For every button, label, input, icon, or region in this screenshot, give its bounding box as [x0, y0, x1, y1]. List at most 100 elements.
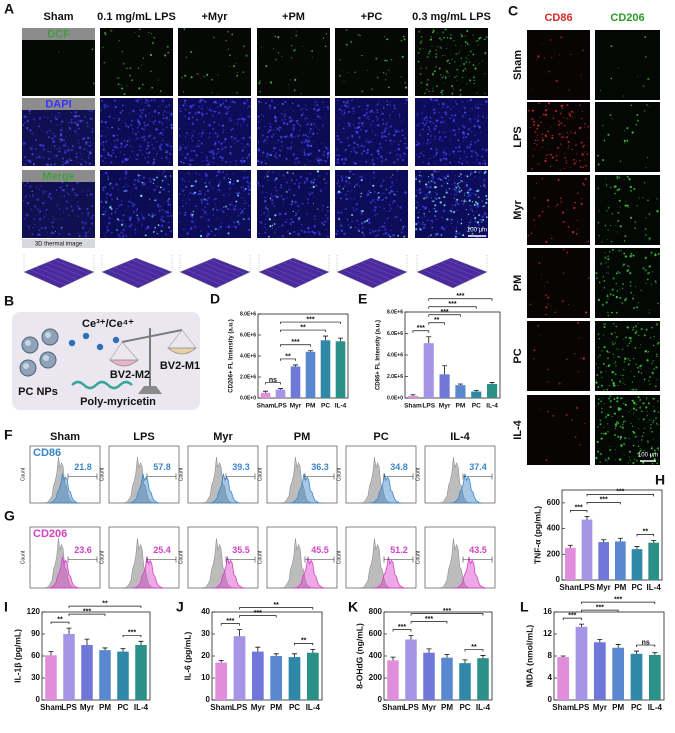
histogram-control	[359, 538, 393, 589]
bar	[320, 340, 331, 398]
micrograph	[415, 98, 488, 166]
cell-signal	[178, 135, 181, 137]
cell-signal	[243, 218, 245, 220]
cell-signal	[128, 112, 131, 114]
cell-signal	[401, 158, 404, 162]
cell-signal	[139, 145, 142, 148]
cell-signal	[449, 37, 451, 40]
cell-signal	[420, 179, 422, 181]
cell-signal	[482, 163, 484, 165]
cell-signal	[602, 159, 604, 161]
cell-signal	[477, 115, 480, 117]
cell-signal	[347, 144, 350, 147]
cell-signal	[214, 228, 217, 231]
cell-signal	[454, 204, 457, 206]
cell-signal	[266, 215, 269, 217]
cell-signal	[626, 326, 629, 329]
significance-label: ***	[226, 618, 234, 625]
cell-signal	[609, 405, 612, 409]
thermal-surface	[101, 257, 173, 289]
cell-signal	[475, 125, 477, 127]
cell-signal	[484, 186, 486, 188]
cell-signal	[119, 178, 121, 180]
cell-signal	[130, 192, 132, 194]
significance-label: ***	[440, 309, 448, 316]
cell-signal	[336, 146, 338, 148]
cell-signal	[121, 160, 124, 163]
cell-signal	[465, 174, 467, 177]
cell-signal	[461, 124, 464, 127]
cell-signal	[364, 102, 366, 104]
cell-signal	[290, 222, 292, 224]
cell-signal	[478, 37, 481, 40]
cell-signal	[425, 185, 429, 189]
cell-signal	[472, 64, 475, 66]
panel-letter: K	[348, 599, 358, 615]
significance-bracket	[68, 613, 106, 617]
cell-signal	[353, 209, 356, 212]
cell-signal	[160, 218, 162, 221]
cell-signal	[208, 123, 212, 127]
error-bar	[473, 390, 479, 392]
cell-signal	[626, 264, 629, 267]
cell-signal	[535, 182, 538, 184]
cell-signal	[607, 266, 609, 268]
cell-signal	[398, 116, 401, 118]
cell-signal	[418, 189, 420, 191]
cell-signal	[242, 118, 246, 121]
significance-bracket	[464, 649, 484, 652]
cell-signal	[441, 76, 444, 79]
y-tick-label: 90	[31, 629, 40, 638]
y-axis-label: Count	[257, 550, 263, 564]
cell-signal	[616, 420, 619, 423]
cell-signal	[614, 342, 617, 344]
cell-signal	[182, 153, 184, 155]
cell-signal	[612, 277, 615, 280]
cell-signal	[315, 113, 317, 115]
cell-signal	[375, 116, 378, 118]
cell-signal	[106, 225, 109, 228]
cell-signal	[317, 208, 319, 210]
cell-signal	[79, 119, 83, 123]
cell-signal	[446, 60, 449, 63]
cell-signal	[385, 73, 387, 75]
cell-signal	[319, 116, 321, 119]
cell-signal	[419, 73, 422, 76]
cell-signal	[54, 231, 56, 232]
cell-signal	[627, 462, 630, 464]
cell-signal	[220, 142, 223, 146]
cell-signal	[215, 207, 217, 209]
cell-signal	[587, 125, 590, 128]
cell-signal	[470, 130, 473, 133]
cell-signal	[442, 31, 444, 34]
error-bar	[263, 390, 268, 393]
cell-signal	[141, 102, 143, 104]
cell-signal	[463, 140, 465, 142]
cell-signal	[306, 213, 308, 215]
cell-signal	[179, 146, 182, 149]
cell-signal	[538, 334, 540, 336]
cell-signal	[455, 123, 457, 125]
cell-signal	[178, 193, 181, 195]
cell-signal	[438, 197, 441, 199]
cell-signal	[415, 178, 417, 180]
micrograph	[335, 28, 408, 96]
cell-signal	[460, 45, 462, 47]
cell-signal	[314, 215, 316, 218]
cell-signal	[400, 123, 402, 124]
cell-signal	[457, 185, 460, 187]
cell-signal	[142, 57, 145, 59]
cell-signal	[41, 129, 42, 131]
cell-signal	[365, 159, 367, 161]
cell-signal	[233, 102, 236, 104]
cell-signal	[433, 186, 436, 189]
cell-signal	[456, 202, 460, 206]
cell-signal	[549, 39, 552, 41]
cell-signal	[264, 177, 266, 179]
cell-signal	[446, 218, 449, 221]
cell-signal	[454, 146, 458, 149]
cell-signal	[182, 162, 185, 165]
histogram-control	[201, 457, 235, 504]
cell-signal	[622, 95, 624, 97]
cell-signal	[204, 100, 207, 103]
